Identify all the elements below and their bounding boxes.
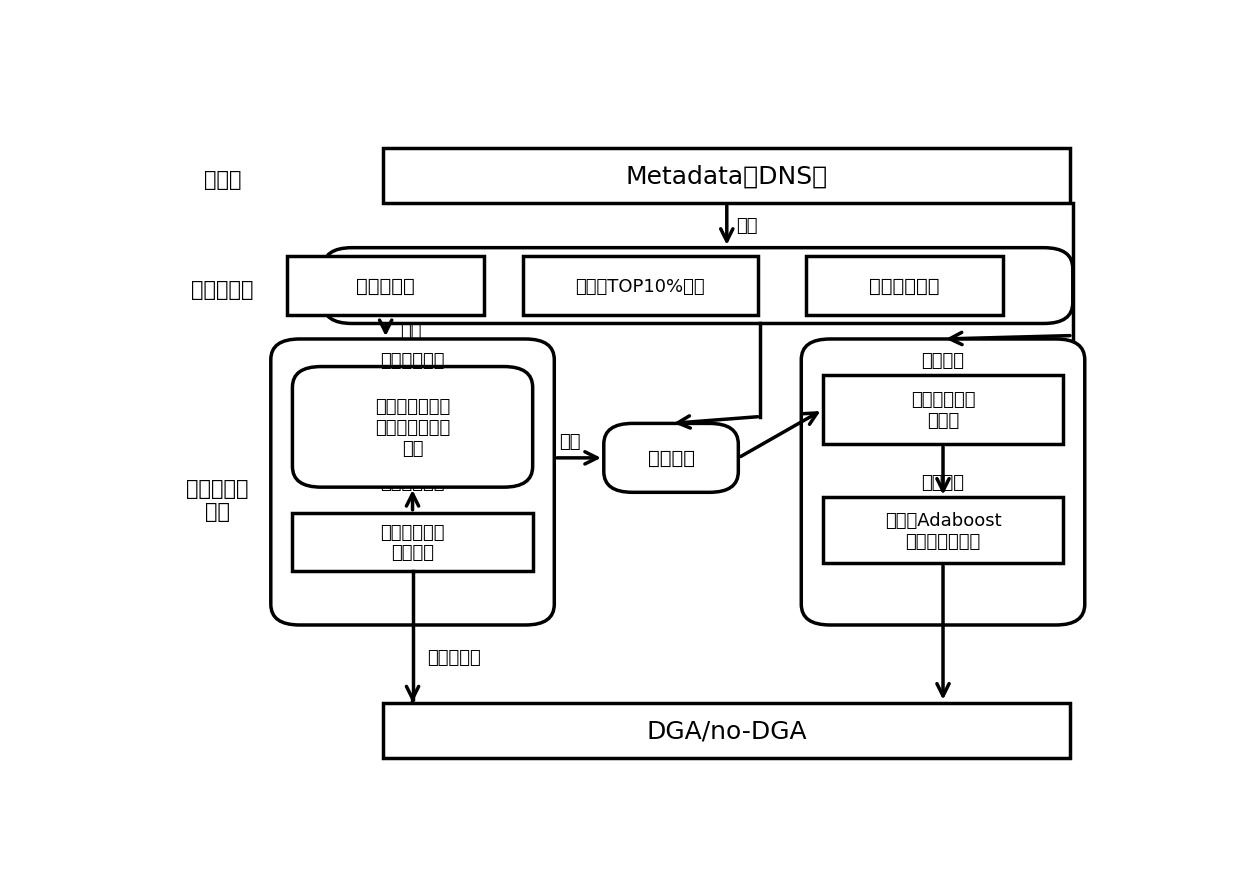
FancyBboxPatch shape <box>293 513 533 571</box>
Text: 自适应动态
机制: 自适应动态 机制 <box>186 478 249 521</box>
Text: 域名: 域名 <box>737 217 758 235</box>
FancyBboxPatch shape <box>383 148 1070 204</box>
Text: 域名结构模型: 域名结构模型 <box>381 351 445 369</box>
Text: 数据预处理: 数据预处理 <box>191 280 253 299</box>
FancyBboxPatch shape <box>293 367 533 487</box>
Text: 流量模型: 流量模型 <box>921 351 965 369</box>
FancyBboxPatch shape <box>522 257 758 316</box>
FancyBboxPatch shape <box>801 340 1085 625</box>
Text: 流量黑白名单
样本集: 流量黑白名单 样本集 <box>910 391 976 429</box>
Text: 域名: 域名 <box>559 432 580 451</box>
FancyBboxPatch shape <box>806 257 1003 316</box>
Text: 数据源: 数据源 <box>203 170 241 190</box>
FancyBboxPatch shape <box>823 498 1063 563</box>
Text: 校园网TOP10%过滤: 校园网TOP10%过滤 <box>575 277 706 295</box>
Text: 流量模型: 流量模型 <box>921 474 965 492</box>
Text: 域名结构模型: 域名结构模型 <box>381 474 445 492</box>
Text: Metadata（DNS）: Metadata（DNS） <box>626 164 828 188</box>
Text: 规则过滤: 规则过滤 <box>647 449 694 468</box>
Text: DGA/no-DGA: DGA/no-DGA <box>646 718 807 742</box>
Text: 第三方黑白名
单样本集: 第三方黑白名 单样本集 <box>381 523 445 561</box>
Text: 训练的Adaboost
算法的流量模型: 训练的Adaboost 算法的流量模型 <box>884 511 1002 550</box>
Text: 更新样本集: 更新样本集 <box>427 648 481 666</box>
FancyBboxPatch shape <box>324 249 1073 325</box>
Text: 归一化向量化: 归一化向量化 <box>869 277 940 296</box>
FancyBboxPatch shape <box>604 424 738 493</box>
FancyBboxPatch shape <box>288 257 484 316</box>
Text: 白名单过滤: 白名单过滤 <box>356 277 415 296</box>
Text: 训练的随机森林
算法的域名结构
模型: 训练的随机森林 算法的域名结构 模型 <box>374 398 450 457</box>
FancyBboxPatch shape <box>383 703 1070 758</box>
FancyBboxPatch shape <box>270 340 554 625</box>
Text: 域名: 域名 <box>401 323 422 341</box>
FancyBboxPatch shape <box>823 375 1063 444</box>
